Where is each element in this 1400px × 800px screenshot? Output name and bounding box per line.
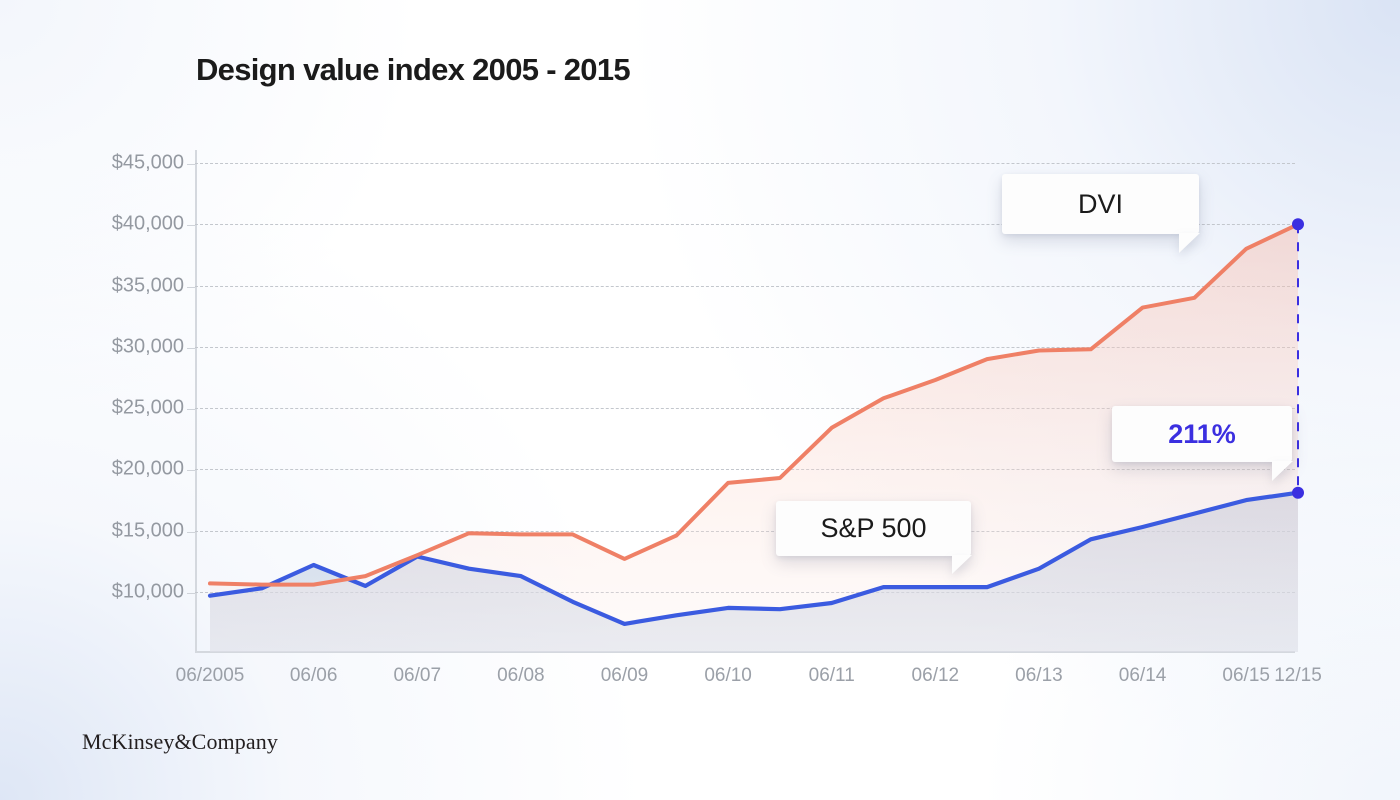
callout-sp500-tail (952, 555, 972, 574)
x-axis-label: 06/13 (1015, 665, 1063, 686)
x-axis-label: 06/10 (704, 665, 752, 686)
y-axis-label: $15,000 (111, 519, 184, 542)
gridline (187, 346, 1295, 349)
x-axis-label: 06/08 (497, 665, 545, 686)
page-title: Design value index 2005 - 2015 (196, 52, 631, 87)
gridline (187, 469, 1295, 472)
y-tick-stub (187, 225, 195, 227)
x-axis-label: 06/12 (911, 665, 960, 686)
x-axis-label: 06/09 (600, 665, 649, 686)
y-axis-label: $25,000 (111, 396, 184, 419)
gridline (187, 285, 1295, 288)
callout-percent-tail (1272, 461, 1293, 481)
y-tick-stub (187, 347, 195, 349)
brand-logo: McKinsey&Company (82, 729, 278, 754)
callout-sp500-label: S&P 500 (820, 513, 927, 543)
callout-dvi-tail (1179, 233, 1200, 253)
y-tick-stub (187, 164, 195, 165)
x-axis-label: 06/15 (1222, 665, 1270, 686)
y-tick-stub (187, 286, 195, 288)
gridline (187, 163, 1295, 165)
x-axis-label: 06/14 (1118, 665, 1167, 686)
y-axis-label: $35,000 (111, 274, 184, 297)
y-axis-label: $10,000 (111, 580, 184, 603)
callout-dvi[interactable]: DVI (1002, 174, 1200, 253)
y-axis-line (195, 150, 197, 652)
gridline (187, 592, 1295, 594)
x-axis-label: 06/06 (289, 665, 338, 686)
y-tick-stub (187, 531, 195, 533)
callout-percent-label: 211% (1168, 418, 1236, 449)
gridline (187, 530, 1295, 533)
y-tick-stub (187, 470, 195, 472)
callout-percent-growth[interactable]: 211% (1112, 406, 1293, 481)
x-axis-label: 06/11 (808, 665, 855, 686)
callout-dvi-label: DVI (1077, 188, 1123, 219)
x-axis-label: 06/07 (393, 665, 442, 686)
y-axis-label: $45,000 (111, 151, 184, 174)
x-axis-label: 12/15 (1274, 665, 1322, 686)
y-axis-label: $30,000 (111, 335, 184, 358)
y-tick-stub (187, 593, 195, 594)
y-axis-label: $20,000 (111, 457, 184, 480)
y-axis-label: $40,000 (111, 212, 184, 235)
y-tick-stub (187, 409, 195, 411)
callout-sp500[interactable]: S&P 500 (776, 501, 972, 574)
x-axis-label: 06/2005 (175, 665, 245, 686)
